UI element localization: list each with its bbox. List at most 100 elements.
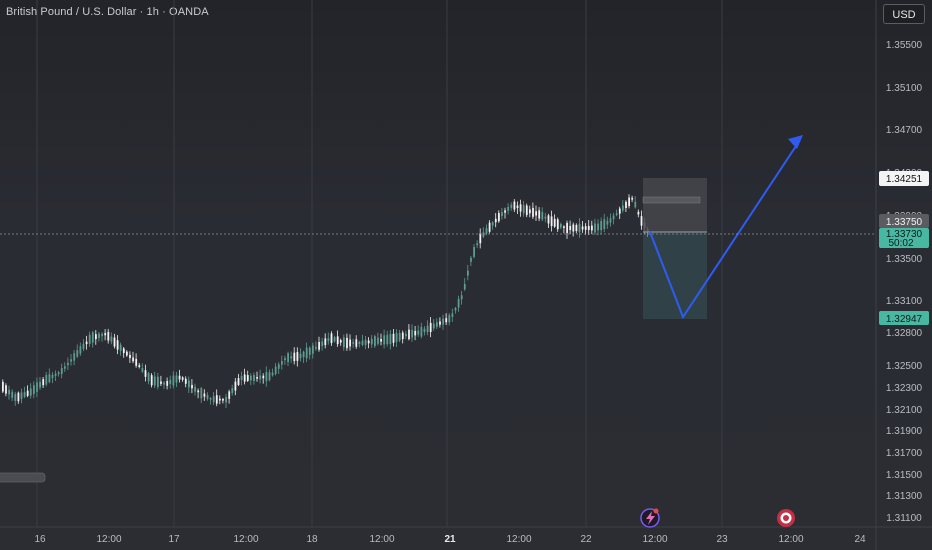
time-tick-label: 12:00 xyxy=(506,534,531,545)
candle-body xyxy=(420,326,423,337)
candle-body xyxy=(566,222,568,234)
candle-body xyxy=(532,207,534,217)
candle-body xyxy=(603,219,606,230)
lightning-event-icon[interactable] xyxy=(640,508,660,528)
candle-body xyxy=(643,222,646,229)
candle-body xyxy=(389,333,392,345)
candle-body xyxy=(153,376,156,386)
candle-body xyxy=(374,336,376,347)
projection-path[interactable] xyxy=(649,135,803,320)
candle-body xyxy=(336,336,339,345)
candle-body xyxy=(436,322,438,327)
currency-button[interactable]: USD xyxy=(883,4,925,24)
stop-marker-bar xyxy=(642,196,701,204)
take-profit-zone[interactable] xyxy=(643,232,707,319)
price-tick-label: 1.31100 xyxy=(886,513,922,524)
candle-body xyxy=(175,375,178,383)
short-position-tool[interactable] xyxy=(642,178,707,319)
candle-body xyxy=(364,339,367,346)
projection-line[interactable] xyxy=(649,139,801,320)
candle-body xyxy=(569,225,572,231)
candle-body xyxy=(312,345,314,354)
candle-body xyxy=(519,204,522,212)
candle-body xyxy=(126,351,128,356)
price-axis[interactable]: 1.35500 1.35100 1.34700 1.34300 1.33900 1.335… xyxy=(886,40,923,524)
candle-body xyxy=(290,356,293,359)
candle-body xyxy=(302,351,305,358)
candle-body xyxy=(268,372,271,381)
candle-body xyxy=(271,372,274,376)
candle-body xyxy=(29,388,32,396)
candle-body xyxy=(454,307,457,311)
candle-body xyxy=(401,332,404,340)
stop-price-label: 1.34251 xyxy=(886,174,923,185)
candle-body xyxy=(606,220,609,225)
candle-body xyxy=(42,379,45,386)
candle-body xyxy=(305,347,308,359)
candle-body xyxy=(215,395,218,404)
candle-body xyxy=(634,201,637,208)
candle-body xyxy=(398,332,401,341)
candle-body xyxy=(250,375,252,381)
candle-body xyxy=(20,392,23,399)
candle-body xyxy=(560,223,562,228)
candle-body xyxy=(73,353,76,361)
candle-body xyxy=(473,247,475,257)
price-tick-label: 1.33500 xyxy=(886,254,923,265)
candle-body xyxy=(578,223,581,233)
candle-body xyxy=(330,333,333,344)
candle-body xyxy=(259,375,262,380)
candle-body xyxy=(429,322,432,332)
candle-body xyxy=(370,338,373,345)
candle-body xyxy=(321,341,324,347)
candle-body xyxy=(392,333,395,343)
candle-body xyxy=(11,391,14,398)
scroll-handle[interactable] xyxy=(0,472,46,483)
candle-body xyxy=(504,210,506,213)
candle-body xyxy=(448,315,451,323)
time-tick-label: 12:00 xyxy=(233,534,258,545)
candle-body xyxy=(33,385,35,394)
candle-body xyxy=(498,213,500,222)
price-tick-label: 1.32800 xyxy=(886,328,923,339)
time-axis[interactable]: 16 12:00 17 12:00 18 12:00 21 12:00 22 12:00 23 12:… xyxy=(34,534,866,545)
candle-body xyxy=(327,338,330,342)
candle-body xyxy=(51,374,54,379)
price-tick-label: 1.31500 xyxy=(886,470,923,481)
candle-body xyxy=(522,205,525,214)
candle-body xyxy=(488,222,491,232)
candle-body xyxy=(622,205,624,211)
time-tick-label: 16 xyxy=(34,534,46,545)
candle-body xyxy=(225,397,227,403)
candle-body xyxy=(587,225,590,231)
price-tick-label: 1.35500 xyxy=(886,40,923,51)
stop-loss-zone[interactable] xyxy=(643,178,707,232)
candle-body xyxy=(85,341,88,345)
candle-body xyxy=(637,211,640,215)
candle-body xyxy=(563,226,565,228)
candle-body xyxy=(79,346,82,354)
price-tick-label: 1.32100 xyxy=(886,405,923,416)
price-tick-label: 1.32500 xyxy=(886,361,923,372)
candle-body xyxy=(219,398,221,401)
candle-body xyxy=(358,342,361,344)
candle-body xyxy=(600,220,603,231)
candle-body xyxy=(597,223,599,231)
candle-body xyxy=(228,391,231,399)
candle-body xyxy=(618,208,621,214)
time-tick-label: 22 xyxy=(580,534,592,545)
candle-body xyxy=(91,332,94,343)
price-tick-label: 1.34700 xyxy=(886,125,923,136)
candle-body xyxy=(386,334,389,345)
candle-body xyxy=(48,374,51,383)
flag-event-icon[interactable] xyxy=(777,509,795,527)
candle-body xyxy=(188,380,190,388)
candle-body xyxy=(339,340,342,343)
candle-body xyxy=(67,362,69,366)
chart-title: British Pound / U.S. Dollar · 1h · OANDA xyxy=(6,6,209,18)
candle-body xyxy=(101,333,103,337)
candle-body xyxy=(76,350,79,357)
candle-body xyxy=(296,352,299,361)
candle-body xyxy=(538,210,541,219)
